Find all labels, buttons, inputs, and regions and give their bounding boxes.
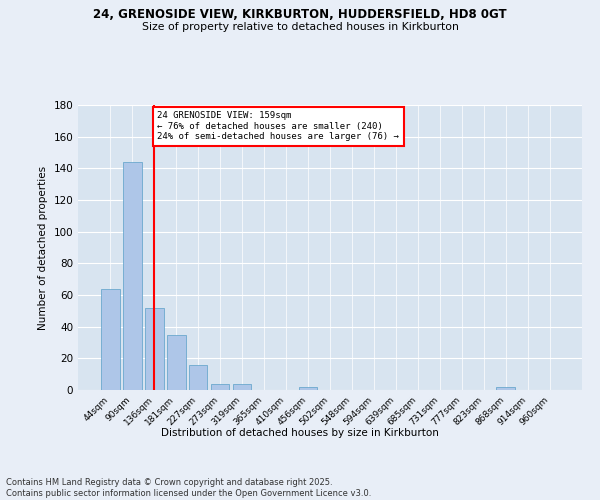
Bar — [145, 308, 164, 390]
Bar — [123, 162, 142, 390]
Bar — [233, 384, 251, 390]
Y-axis label: Number of detached properties: Number of detached properties — [38, 166, 48, 330]
Text: Distribution of detached houses by size in Kirkburton: Distribution of detached houses by size … — [161, 428, 439, 438]
Bar — [167, 334, 185, 390]
Bar — [299, 387, 317, 390]
Text: Contains HM Land Registry data © Crown copyright and database right 2025.
Contai: Contains HM Land Registry data © Crown c… — [6, 478, 371, 498]
Bar — [496, 387, 515, 390]
Bar — [189, 364, 208, 390]
Text: Size of property relative to detached houses in Kirkburton: Size of property relative to detached ho… — [142, 22, 458, 32]
Text: 24 GRENOSIDE VIEW: 159sqm
← 76% of detached houses are smaller (240)
24% of semi: 24 GRENOSIDE VIEW: 159sqm ← 76% of detac… — [157, 112, 400, 141]
Bar — [101, 288, 119, 390]
Bar — [211, 384, 229, 390]
Text: 24, GRENOSIDE VIEW, KIRKBURTON, HUDDERSFIELD, HD8 0GT: 24, GRENOSIDE VIEW, KIRKBURTON, HUDDERSF… — [93, 8, 507, 20]
